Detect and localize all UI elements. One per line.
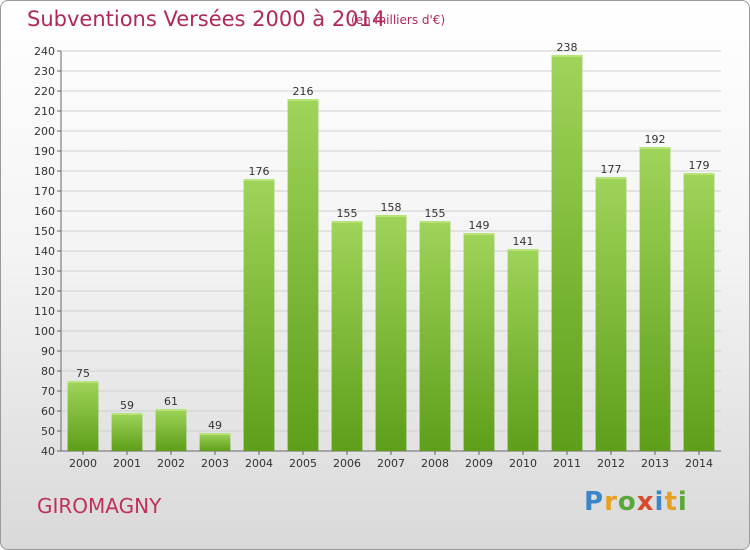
y-tick-label: 60 xyxy=(41,405,55,418)
logo-letter: i xyxy=(677,487,688,517)
bar-top-edge xyxy=(331,221,363,223)
x-tick-label-2007: 2007 xyxy=(377,457,405,470)
y-tick-label: 110 xyxy=(34,305,55,318)
bar-2014 xyxy=(683,173,715,451)
x-tick-label-2005: 2005 xyxy=(289,457,317,470)
proxiti-logo: Proxiti xyxy=(584,487,688,517)
x-tick-label-2010: 2010 xyxy=(509,457,537,470)
x-tick-label-2004: 2004 xyxy=(245,457,273,470)
value-label-2007: 158 xyxy=(381,201,402,214)
logo-letter: t xyxy=(664,487,678,517)
value-label-2008: 155 xyxy=(425,207,446,220)
x-tick-label-2011: 2011 xyxy=(553,457,581,470)
y-tick-label: 190 xyxy=(34,145,55,158)
y-tick-label: 200 xyxy=(34,125,55,138)
bar-2013 xyxy=(639,147,671,451)
bar-top-edge xyxy=(67,381,99,383)
bar-top-edge xyxy=(111,413,143,415)
y-tick-label: 170 xyxy=(34,185,55,198)
y-tick-label: 150 xyxy=(34,225,55,238)
x-tick-label-2001: 2001 xyxy=(113,457,141,470)
bar-2000 xyxy=(67,381,99,451)
bar-2006 xyxy=(331,221,363,451)
y-tick-label: 90 xyxy=(41,345,55,358)
value-label-2013: 192 xyxy=(645,133,666,146)
x-tick-label-2006: 2006 xyxy=(333,457,361,470)
bar-2011 xyxy=(551,55,583,451)
bar-2007 xyxy=(375,215,407,451)
bar-top-edge xyxy=(375,215,407,217)
value-label-2010: 141 xyxy=(513,235,534,248)
bar-2001 xyxy=(111,413,143,451)
bar-2002 xyxy=(155,409,187,451)
x-tick-label-2014: 2014 xyxy=(685,457,713,470)
bar-top-edge xyxy=(595,177,627,179)
bar-2008 xyxy=(419,221,451,451)
bar-top-edge xyxy=(287,99,319,101)
bar-top-edge xyxy=(551,55,583,57)
y-tick-label: 230 xyxy=(34,65,55,78)
place-name: GIROMAGNY xyxy=(37,494,162,518)
x-tick-label-2012: 2012 xyxy=(597,457,625,470)
bar-top-edge xyxy=(507,249,539,251)
value-label-2001: 59 xyxy=(120,399,134,412)
x-tick-label-2002: 2002 xyxy=(157,457,185,470)
logo-letter: i xyxy=(654,487,665,517)
bar-top-edge xyxy=(199,433,231,435)
y-tick-label: 160 xyxy=(34,205,55,218)
bar-top-edge xyxy=(243,179,275,181)
y-tick-label: 40 xyxy=(41,445,55,458)
bar-2010 xyxy=(507,249,539,451)
value-label-2005: 216 xyxy=(293,85,314,98)
bar-top-edge xyxy=(463,233,495,235)
bar-top-edge xyxy=(639,147,671,149)
y-tick-label: 220 xyxy=(34,85,55,98)
value-label-2012: 177 xyxy=(601,163,622,176)
x-tick-label-2000: 2000 xyxy=(69,457,97,470)
value-label-2014: 179 xyxy=(689,159,710,172)
value-label-2000: 75 xyxy=(76,367,90,380)
x-tick-label-2008: 2008 xyxy=(421,457,449,470)
value-label-2004: 176 xyxy=(249,165,270,178)
logo-letter: o xyxy=(617,487,637,517)
value-label-2009: 149 xyxy=(469,219,490,232)
bar-2003 xyxy=(199,433,231,451)
bar-2004 xyxy=(243,179,275,451)
logo-letter: r xyxy=(604,487,618,517)
y-tick-label: 240 xyxy=(34,45,55,58)
y-tick-label: 50 xyxy=(41,425,55,438)
value-label-2002: 61 xyxy=(164,395,178,408)
y-tick-label: 130 xyxy=(34,265,55,278)
chart-title: Subventions Versées 2000 à 2014 xyxy=(27,7,386,31)
logo-letter: P xyxy=(584,487,605,517)
y-tick-label: 210 xyxy=(34,105,55,118)
bar-2012 xyxy=(595,177,627,451)
y-tick-label: 100 xyxy=(34,325,55,338)
y-tick-label: 140 xyxy=(34,245,55,258)
value-label-2003: 49 xyxy=(208,419,222,432)
bar-2009 xyxy=(463,233,495,451)
x-tick-label-2013: 2013 xyxy=(641,457,669,470)
logo-letter: x xyxy=(636,487,655,517)
bar-top-edge xyxy=(419,221,451,223)
x-tick-label-2003: 2003 xyxy=(201,457,229,470)
value-label-2011: 238 xyxy=(557,41,578,54)
y-tick-label: 180 xyxy=(34,165,55,178)
value-label-2006: 155 xyxy=(337,207,358,220)
y-tick-label: 120 xyxy=(34,285,55,298)
y-tick-label: 80 xyxy=(41,365,55,378)
y-tick-label: 70 xyxy=(41,385,55,398)
bar-top-edge xyxy=(683,173,715,175)
x-tick-label-2009: 2009 xyxy=(465,457,493,470)
chart-subtitle: (en milliers d'€) xyxy=(351,13,446,27)
bar-2005 xyxy=(287,99,319,451)
bar-top-edge xyxy=(155,409,187,411)
